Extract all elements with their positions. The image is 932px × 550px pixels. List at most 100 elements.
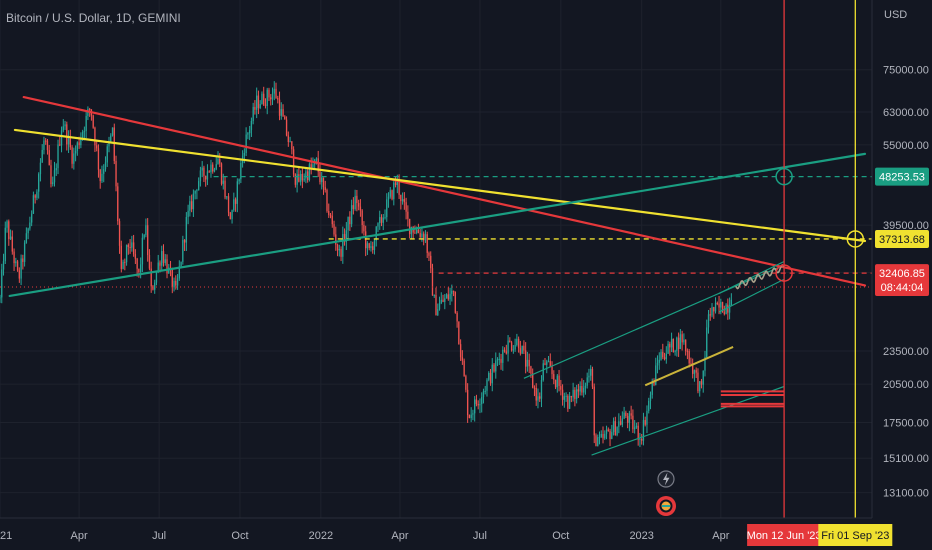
event-flag-icon[interactable] — [656, 496, 676, 516]
candle-body — [50, 165, 52, 185]
candle-body — [16, 261, 19, 271]
candle-body — [713, 307, 715, 312]
candle-body — [560, 386, 562, 390]
candle-body — [365, 231, 367, 249]
candle-body — [491, 364, 493, 384]
candle-body — [138, 268, 140, 273]
target-circle — [775, 167, 793, 186]
candle-body — [665, 353, 667, 360]
candle-body — [271, 93, 274, 100]
candle-body — [546, 361, 548, 365]
candle-body — [595, 435, 597, 447]
candle-body — [505, 351, 507, 354]
candle-body — [317, 158, 319, 172]
candle-body — [4, 227, 6, 262]
candle-body — [452, 290, 455, 292]
candle-body — [568, 395, 571, 409]
candle-body — [475, 399, 478, 404]
candle-body — [331, 215, 333, 225]
candle-body — [29, 222, 31, 229]
candle-body — [335, 234, 337, 245]
candle-body — [662, 351, 664, 358]
candle-body — [81, 131, 84, 139]
candle-body — [656, 362, 659, 366]
candle-body — [39, 162, 42, 175]
candle-body — [704, 356, 706, 371]
candle-body — [558, 375, 560, 387]
candle-body — [139, 264, 142, 273]
lightning-icon[interactable] — [657, 470, 675, 488]
candle-body — [401, 199, 404, 202]
candle-body — [597, 437, 599, 447]
candle-body — [600, 434, 602, 437]
candle-body — [224, 180, 226, 198]
candle-body — [690, 363, 692, 365]
support-line — [644, 346, 734, 387]
candle-body — [725, 304, 727, 315]
candle-body — [363, 225, 365, 232]
candle-body — [59, 144, 61, 146]
price-axis-tick-label: 75000.00 — [883, 65, 929, 77]
candle-body — [83, 131, 86, 133]
candle-body — [208, 171, 210, 173]
candle-body — [118, 221, 121, 246]
symbol-title[interactable]: Bitcoin / U.S. Dollar, 1D, GEMINI — [6, 11, 181, 25]
candle-body — [27, 228, 29, 234]
candle-body — [148, 255, 151, 269]
candle-body — [328, 211, 330, 215]
candle-body — [206, 171, 209, 180]
candle-body — [516, 338, 518, 345]
candle-body — [352, 205, 355, 210]
candle-body — [648, 400, 650, 411]
candle-body — [55, 168, 57, 171]
candle-body — [502, 349, 504, 363]
candle-body — [449, 293, 451, 300]
candle-body — [173, 280, 175, 288]
candle-body — [161, 251, 163, 266]
candle-body — [231, 210, 233, 220]
candle-body — [266, 89, 268, 106]
candle-body — [514, 344, 516, 350]
candle-body — [670, 338, 673, 348]
time-axis-labels: 2021 Apr Jul Oct 2022 Apr Jul Oct 2023 Apr — [0, 530, 730, 542]
candle-body — [166, 259, 168, 274]
candle-body — [428, 252, 430, 256]
candle-body — [64, 124, 66, 127]
candle-body — [71, 147, 73, 164]
candle-body — [577, 389, 580, 392]
candle-body — [424, 234, 427, 241]
candle-body — [343, 234, 346, 242]
price-tag — [875, 167, 929, 186]
price-tag-label: 37313.68 — [879, 234, 925, 246]
trend-line — [22, 95, 867, 287]
candle-body — [159, 262, 161, 266]
candle-body — [324, 187, 326, 191]
trend-line — [13, 128, 867, 243]
candle-body — [234, 199, 237, 204]
candle-body — [22, 258, 24, 262]
channel-line — [591, 385, 785, 456]
price-axis-tick-label: 55000.00 — [883, 140, 929, 152]
candle-body — [263, 93, 265, 105]
candle-body — [336, 244, 339, 251]
candle-body — [273, 88, 275, 94]
candle-body — [270, 97, 272, 100]
candle-body — [8, 221, 10, 240]
candle-body — [586, 377, 588, 386]
candle-body — [720, 302, 722, 308]
candle-body — [523, 345, 525, 351]
candle-body — [468, 415, 471, 419]
candle-body — [185, 216, 188, 243]
trend-lines — [0, 95, 872, 298]
candle-body — [454, 291, 457, 313]
candle-body — [702, 370, 704, 385]
candle-body — [649, 394, 652, 401]
candle-body — [152, 286, 154, 290]
candle-body — [639, 439, 641, 441]
candle-body — [264, 104, 267, 106]
candle-body — [205, 175, 207, 180]
candle-body — [389, 190, 391, 197]
candle-body — [338, 248, 340, 251]
candle-body — [524, 350, 527, 367]
